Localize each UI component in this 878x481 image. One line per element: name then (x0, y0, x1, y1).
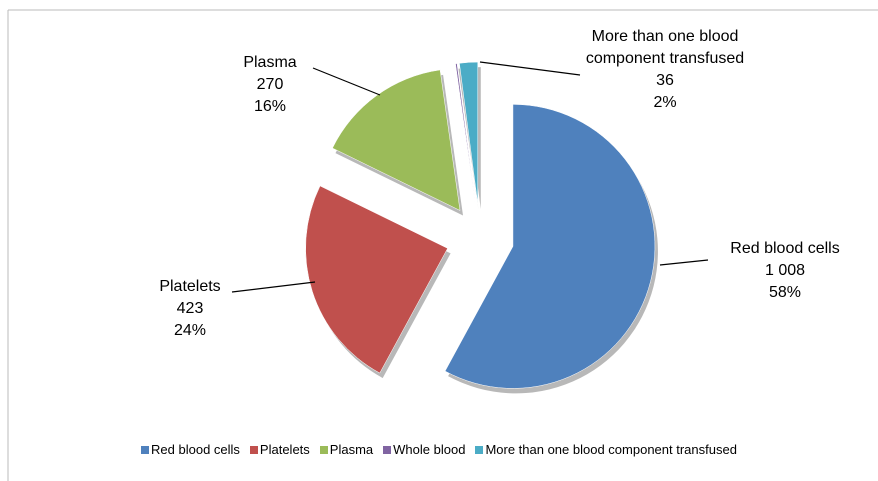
leader-line (659, 259, 709, 266)
legend-item: Red blood cells (141, 442, 240, 457)
label-value: 270 (256, 76, 284, 93)
data-label: More than one blood component transfused… (580, 26, 750, 114)
label-name: Platelets (159, 278, 221, 295)
pie-slice (305, 185, 448, 374)
label-name: More than one blood component transfused (585, 28, 745, 67)
legend-swatch (141, 445, 150, 454)
legend-item: More than one blood component transfused (475, 442, 737, 457)
legend-label: More than one blood component transfused (485, 442, 737, 457)
legend-item: Whole blood (383, 442, 465, 457)
legend-swatch (383, 445, 392, 454)
leader-line (312, 67, 381, 96)
pie-slice (455, 63, 476, 205)
legend-swatch (475, 445, 484, 454)
legend: Red blood cells Platelets Plasma Whole bloo… (0, 442, 878, 457)
data-label: Red blood cells 1 008 58% (700, 238, 870, 304)
pie-slice (332, 69, 461, 211)
leader-line (479, 61, 581, 76)
data-label: Plasma 270 16% (200, 52, 340, 118)
legend-label: Red blood cells (151, 442, 240, 457)
legend-swatch (319, 445, 328, 454)
label-value: 36 (656, 72, 674, 89)
label-value: 423 (176, 300, 204, 317)
legend-swatch (249, 445, 258, 454)
label-name: Plasma (243, 54, 297, 71)
legend-label: Plasma (329, 442, 374, 457)
label-percent: 24% (173, 322, 207, 339)
label-percent: 58% (768, 284, 802, 301)
label-percent: 2% (653, 94, 677, 111)
label-value: 1 008 (764, 262, 806, 279)
pie-slice (444, 104, 656, 389)
legend-item: Platelets (249, 442, 310, 457)
legend-item: Plasma (319, 442, 374, 457)
legend-label: Platelets (259, 442, 310, 457)
pie-shadow (458, 68, 479, 210)
pie-slice (459, 61, 479, 205)
label-name: Red blood cells (730, 240, 840, 257)
legend-label: Whole blood (393, 442, 466, 457)
leader-line (231, 281, 316, 293)
label-percent: 16% (253, 98, 287, 115)
data-label: Platelets 423 24% (110, 276, 270, 342)
